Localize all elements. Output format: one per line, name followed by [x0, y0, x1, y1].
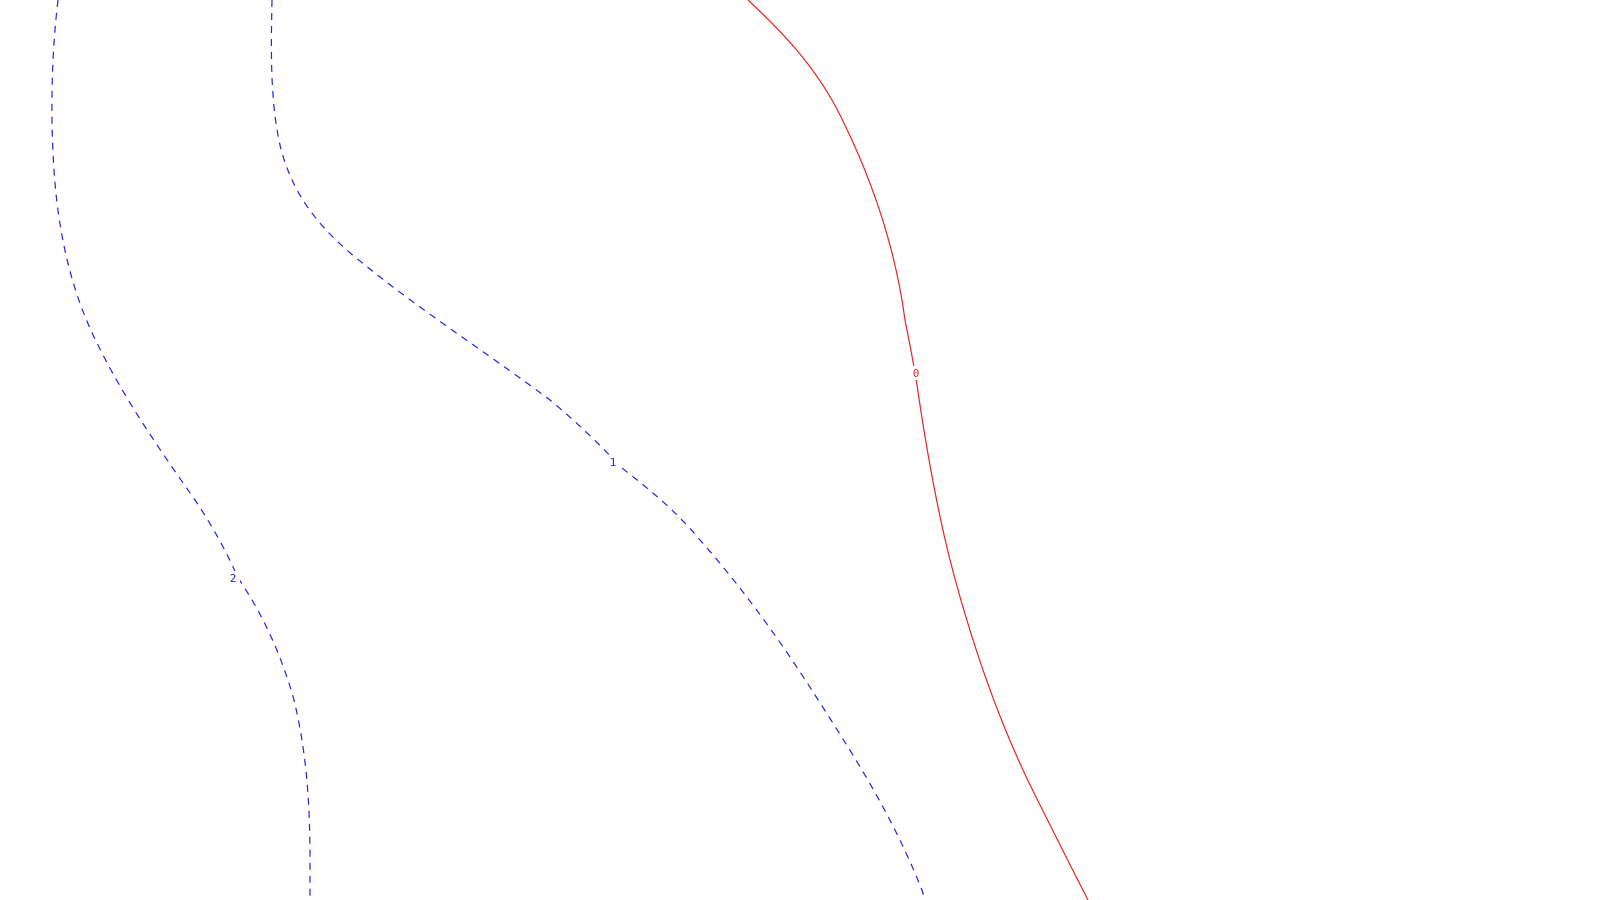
- contour-label-level-0: 0: [913, 367, 920, 380]
- contour-line-level-1: [270, 0, 926, 900]
- contour-level-0: 0: [747, 0, 1089, 900]
- contour-level-1: 1: [270, 0, 926, 900]
- contour-level-2: 2: [51, 0, 311, 900]
- contour-line-level-0: [747, 0, 1089, 900]
- contour-label-level-2: 2: [230, 572, 237, 585]
- contour-line-level-2: [51, 0, 311, 900]
- contour-label-level-1: 1: [610, 456, 617, 469]
